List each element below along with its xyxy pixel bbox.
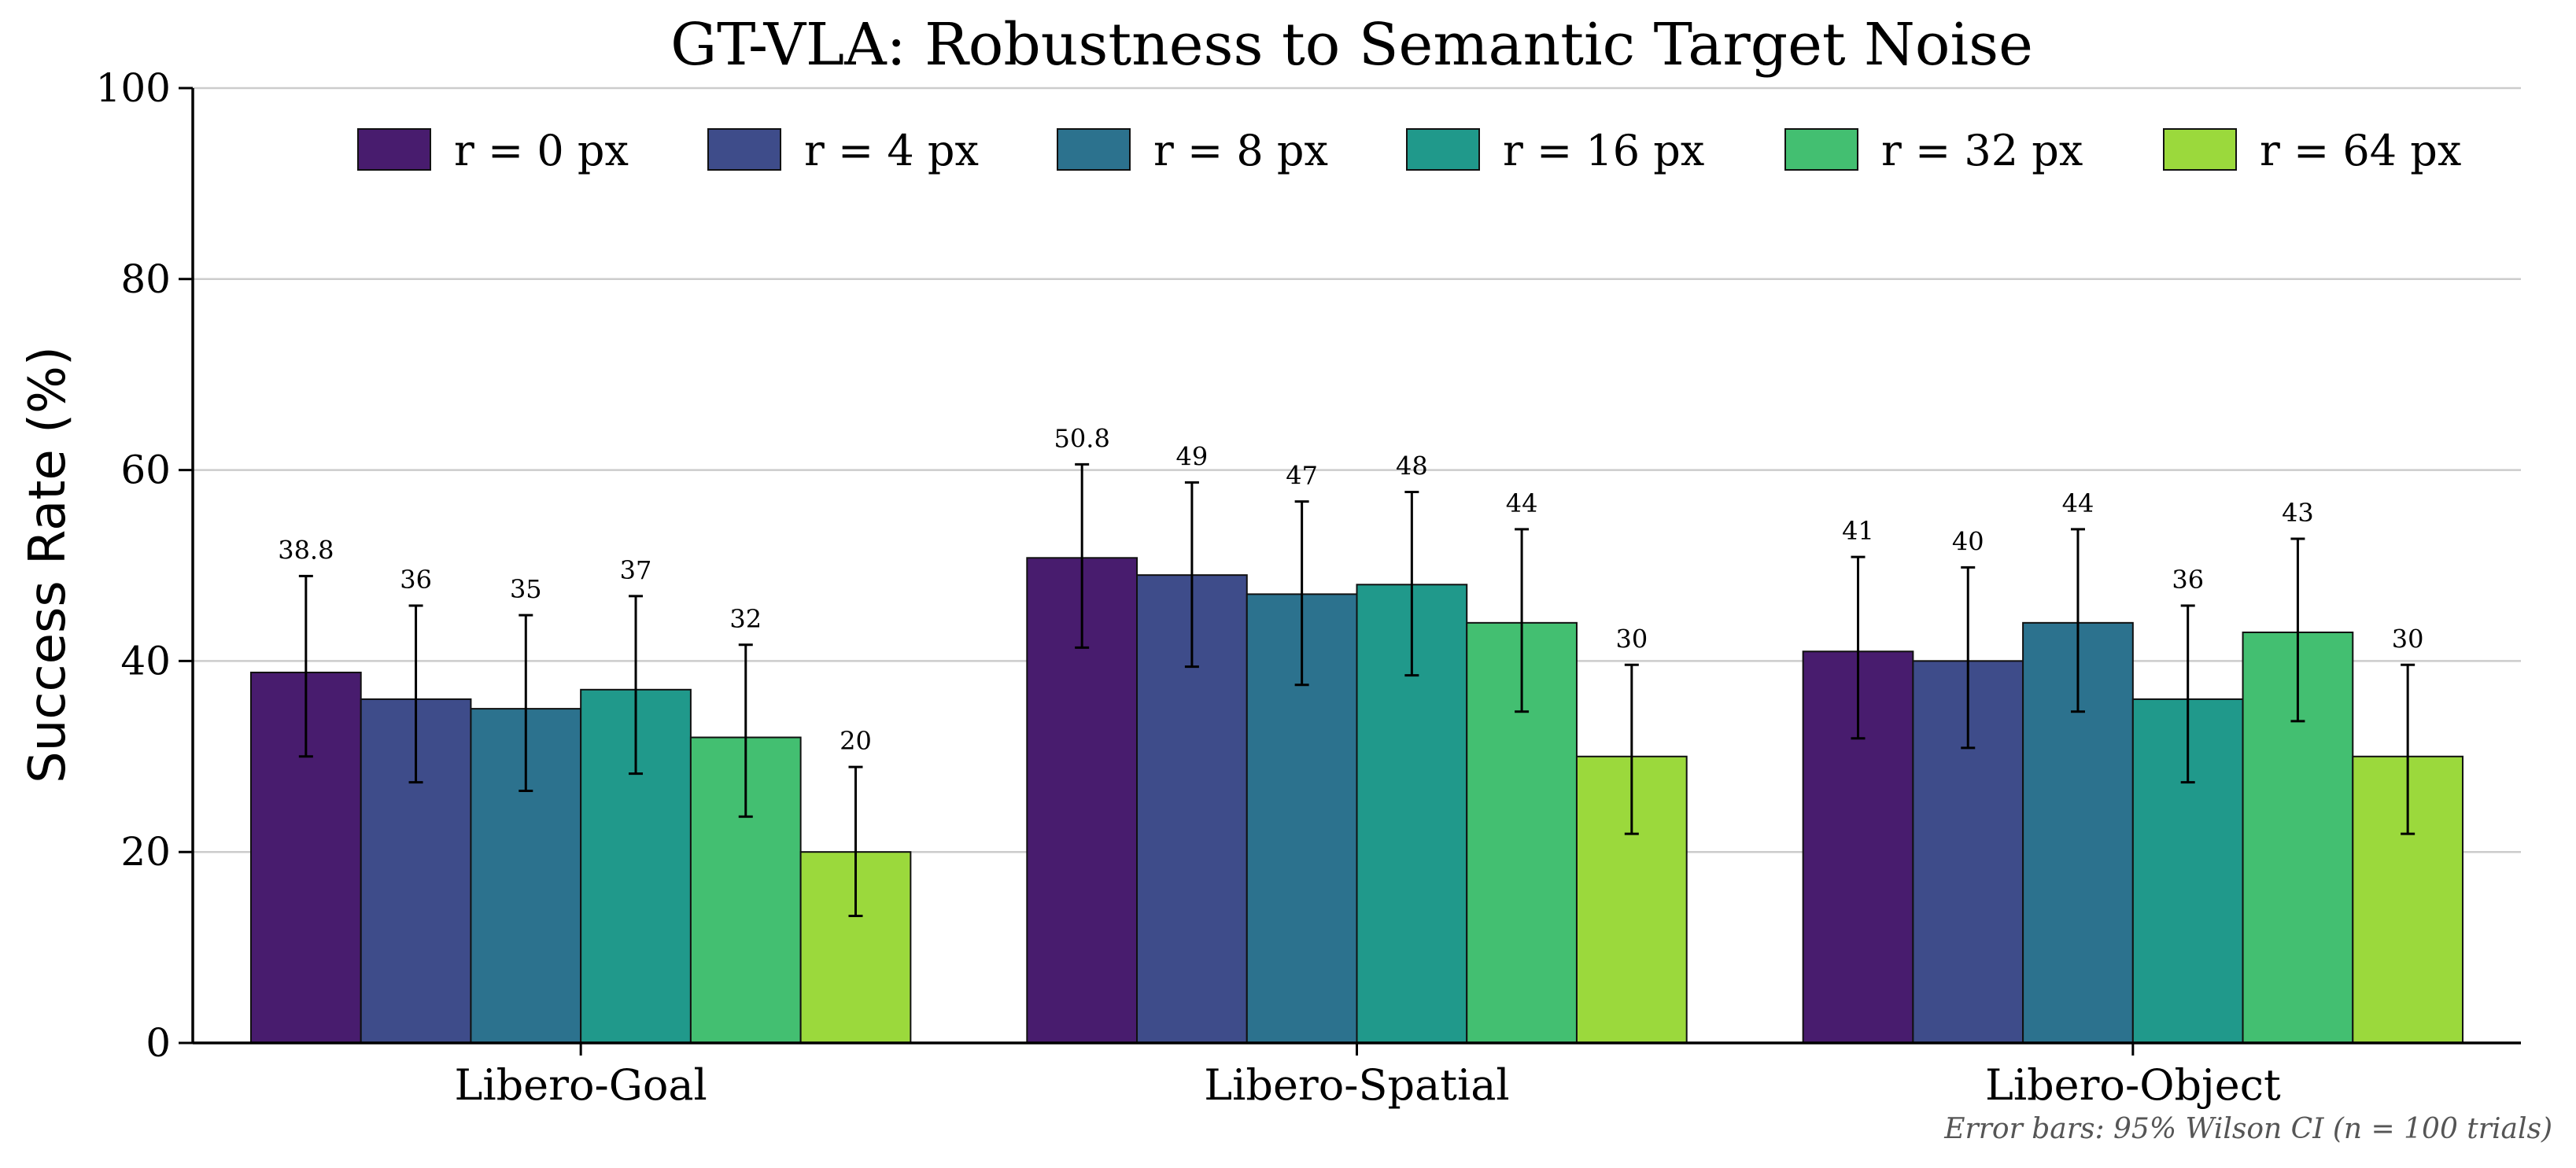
x-ticks: Libero-Goal Libero-Spatial Libero-Object [454,1043,2281,1110]
value-label: 44 [1506,488,1538,518]
footnote: Error bars: 95% Wilson CI (n = 100 trial… [1943,1113,2552,1145]
legend-swatch [707,128,781,171]
value-label: 30 [2392,624,2424,654]
value-label: 20 [840,726,872,756]
value-label: 48 [1396,451,1428,481]
legend-swatch [1057,128,1131,171]
legend-swatch [1784,128,1858,171]
y-axis-label: Success Rate (%) [19,346,77,783]
legend-label: r = 8 px [1153,126,1328,175]
y-tick-label: 100 [96,65,171,111]
bars [249,557,2464,1045]
x-tick-label: Libero-Spatial [1204,1060,1509,1110]
legend-label: r = 16 px [1503,126,1704,175]
chart-title: GT-VLA: Robustness to Semantic Target No… [670,11,2033,79]
legend: r = 0 px r = 4 px r = 8 px r = 16 px r = 32 … [357,126,2461,175]
value-label: 50.8 [1054,423,1110,453]
x-tick-label: Libero-Object [1985,1060,2281,1110]
legend-swatch [2163,128,2237,171]
x-tick-label: Libero-Goal [454,1060,707,1110]
value-label: 32 [729,604,762,634]
legend-label: r = 4 px [804,126,979,175]
y-tick-label: 20 [120,829,171,875]
value-label: 35 [510,574,542,604]
value-label: 44 [2062,488,2094,518]
legend-label: r = 32 px [1881,126,2083,175]
y-tick-label: 0 [146,1020,171,1066]
legend-label: r = 0 px [454,126,629,175]
value-label: 36 [400,565,432,595]
y-tick-label: 80 [120,256,171,302]
legend-label: r = 64 px [2260,126,2461,175]
value-label: 47 [1286,461,1318,491]
value-label: 38.8 [278,535,334,565]
value-label: 41 [1842,516,1874,546]
value-label: 37 [620,555,652,585]
value-label: 36 [2172,565,2204,595]
error-bars [298,462,2415,918]
legend-swatch [1406,128,1480,171]
y-tick-label: 60 [120,448,171,493]
y-ticks: 0 20 40 60 80 100 [96,65,193,1066]
value-labels: 38.8 50.8 41 36 49 40 35 47 44 37 48 36 32 44 43 20 30 30 [278,423,2423,756]
value-label: 40 [1952,526,1984,556]
value-label: 43 [2282,498,2314,528]
y-tick-label: 40 [120,638,171,683]
legend-swatch [357,128,431,171]
value-label: 30 [1615,624,1648,654]
value-label: 49 [1176,441,1209,471]
